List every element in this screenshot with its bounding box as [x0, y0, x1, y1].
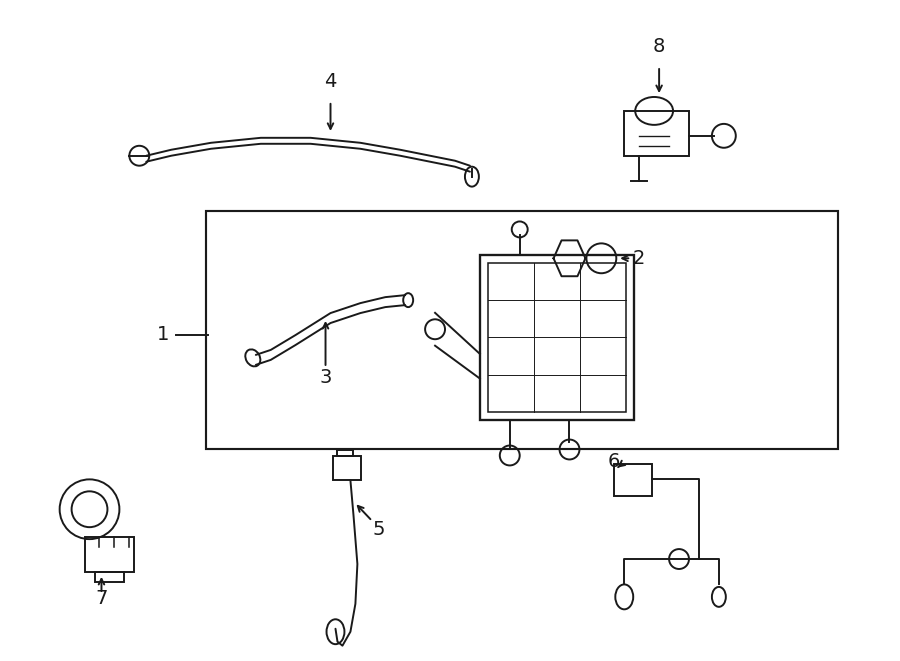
Bar: [615, 465, 652, 496]
Bar: [94, 572, 124, 582]
Bar: [480, 255, 634, 420]
Text: 8: 8: [652, 37, 665, 56]
Bar: [206, 210, 839, 449]
Text: 5: 5: [372, 520, 384, 539]
Text: 6: 6: [608, 452, 620, 471]
Bar: [625, 111, 689, 156]
Bar: [85, 537, 134, 572]
Text: 7: 7: [95, 590, 108, 608]
Text: 3: 3: [320, 368, 332, 387]
Text: 2: 2: [633, 249, 645, 268]
Text: 1: 1: [157, 325, 169, 344]
Bar: [334, 457, 362, 481]
Text: 4: 4: [324, 71, 337, 91]
Bar: [488, 263, 626, 412]
